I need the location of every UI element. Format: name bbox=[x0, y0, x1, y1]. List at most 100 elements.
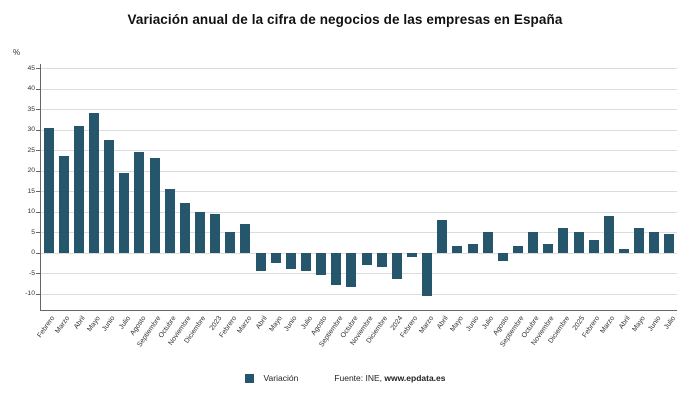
y-tick-label: -10 bbox=[25, 290, 35, 298]
bar-septiembre bbox=[149, 158, 160, 253]
gridline bbox=[41, 170, 677, 172]
bar-abril bbox=[437, 219, 448, 253]
bar-octubre bbox=[164, 189, 175, 253]
bar-agosto bbox=[316, 252, 327, 276]
x-tick-label: Marzo bbox=[599, 315, 617, 335]
bar-julio bbox=[119, 172, 130, 253]
bar-junio bbox=[285, 252, 296, 269]
gridline bbox=[41, 109, 677, 111]
y-tick-mark bbox=[36, 170, 40, 172]
bar-2024 bbox=[391, 252, 402, 280]
bar-mayo bbox=[89, 113, 99, 253]
bar-febrero bbox=[43, 127, 54, 253]
y-tick-mark bbox=[36, 191, 40, 193]
y-tick-label: 40 bbox=[27, 85, 35, 93]
x-tick-label: Marzo bbox=[417, 315, 435, 335]
x-tick-label: Mayo bbox=[449, 315, 466, 334]
y-tick-label: 0 bbox=[31, 249, 35, 257]
bar-diciembre bbox=[376, 252, 387, 267]
bar-abril bbox=[73, 125, 84, 253]
legend-row: Variación Fuente: INE, www.epdata.es bbox=[0, 373, 690, 383]
source-prefix: Fuente: INE, bbox=[334, 373, 385, 383]
bar-abril bbox=[619, 248, 629, 253]
y-tick-mark bbox=[36, 293, 40, 295]
x-tick-label: Junio bbox=[283, 315, 299, 333]
x-tick-label: Julio bbox=[118, 315, 133, 331]
bar-julio bbox=[664, 234, 675, 253]
bar-octubre bbox=[528, 232, 539, 253]
y-tick-mark bbox=[36, 232, 40, 234]
bar-febrero bbox=[407, 252, 417, 257]
bar-noviembre bbox=[179, 203, 190, 253]
x-tick-label: Junio bbox=[464, 315, 481, 333]
x-tick-label: Julio bbox=[299, 315, 314, 331]
bar-abril bbox=[255, 252, 266, 272]
gridline bbox=[41, 150, 677, 152]
gridline bbox=[41, 88, 677, 90]
legend-swatch-variacion bbox=[244, 373, 254, 383]
y-tick-label: 5 bbox=[31, 228, 35, 236]
y-tick-mark bbox=[36, 109, 40, 111]
gridline bbox=[41, 129, 677, 131]
y-tick-label: 10 bbox=[27, 208, 35, 216]
chart-title: Variación anual de la cifra de negocios … bbox=[127, 12, 563, 27]
bar-febrero bbox=[588, 240, 599, 253]
x-tick-label: Junio bbox=[646, 315, 663, 333]
bar-2025 bbox=[573, 232, 584, 253]
bar-octubre bbox=[346, 252, 357, 288]
bar-marzo bbox=[58, 156, 69, 253]
y-tick-label: 35 bbox=[27, 105, 35, 113]
bar-diciembre bbox=[195, 211, 205, 253]
x-tick-label: Abril bbox=[254, 315, 269, 331]
x-tick-label: Marzo bbox=[54, 315, 72, 335]
x-tick-label: Abril bbox=[617, 315, 632, 331]
legend-label: Variación bbox=[263, 373, 299, 383]
y-axis-unit-label: % bbox=[13, 48, 21, 57]
gridline bbox=[41, 191, 677, 193]
x-tick-label: Mayo bbox=[267, 315, 284, 334]
gridline bbox=[41, 273, 677, 275]
x-tick-label: 2023 bbox=[208, 315, 223, 332]
x-tick-label: Abril bbox=[72, 315, 87, 331]
x-tick-label: Julio bbox=[481, 315, 496, 331]
gridline bbox=[41, 68, 677, 70]
y-tick-label: 20 bbox=[27, 167, 35, 175]
y-tick-mark bbox=[36, 211, 40, 213]
y-tick-mark bbox=[36, 129, 40, 131]
plot-area: 45 40 35 30 25 20 15 10 5 0 -5 -10 Febrero Marzo Abril… bbox=[25, 64, 677, 348]
bar-mayo bbox=[634, 228, 645, 253]
source-site-link: www.epdata.es bbox=[384, 373, 446, 383]
bar-marzo bbox=[603, 215, 614, 253]
y-tick-mark bbox=[36, 252, 40, 254]
bar-agosto bbox=[134, 152, 145, 253]
bar-julio bbox=[482, 232, 493, 253]
gridline bbox=[41, 252, 677, 254]
y-tick-mark bbox=[36, 68, 40, 70]
bar-mayo bbox=[270, 252, 281, 263]
bar-noviembre bbox=[543, 244, 554, 253]
source-text: Fuente: INE, www.epdata.es bbox=[334, 373, 445, 383]
x-tick-label: Mayo bbox=[86, 315, 102, 334]
bar-septiembre bbox=[513, 246, 523, 253]
bar-diciembre bbox=[558, 228, 569, 253]
y-tick-label: 25 bbox=[27, 146, 35, 154]
bar-agosto bbox=[497, 252, 508, 261]
x-tick-label: Mayo bbox=[631, 315, 647, 334]
bar-marzo bbox=[422, 252, 433, 296]
y-tick-mark bbox=[36, 150, 40, 152]
bar-noviembre bbox=[361, 252, 372, 265]
y-tick-mark bbox=[36, 273, 40, 275]
bar-junio bbox=[467, 244, 478, 253]
gridline bbox=[41, 232, 677, 234]
y-tick-mark bbox=[36, 88, 40, 90]
x-tick-label: Julio bbox=[663, 315, 678, 331]
bar-mayo bbox=[452, 246, 463, 253]
bar-2023 bbox=[210, 213, 221, 253]
bar-junio bbox=[649, 232, 660, 253]
x-tick-label: Junio bbox=[101, 315, 117, 333]
bar-junio bbox=[104, 139, 115, 253]
y-tick-label: 30 bbox=[27, 126, 35, 134]
y-tick-label: -5 bbox=[28, 269, 35, 277]
bar-febrero bbox=[225, 232, 236, 253]
